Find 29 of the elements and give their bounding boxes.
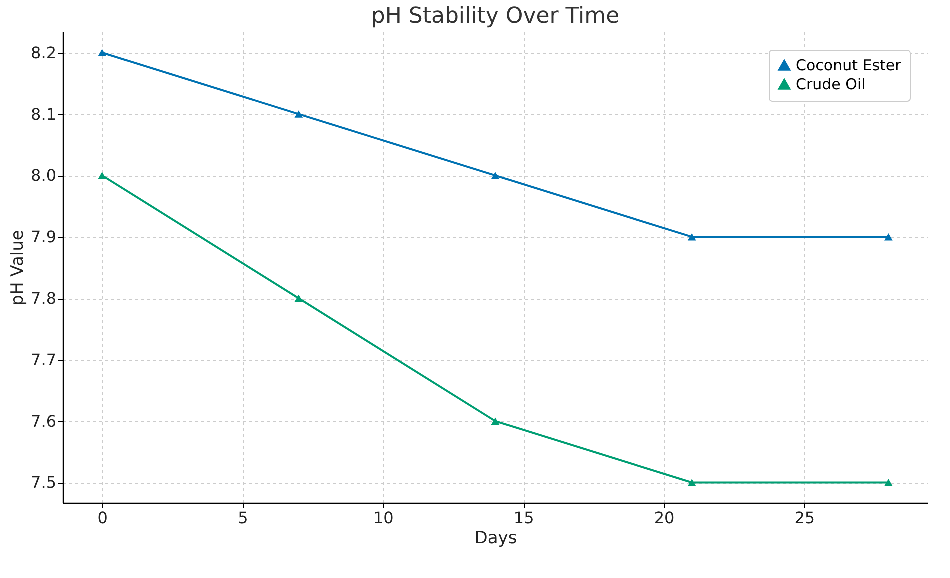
x-tick-label: 15	[514, 508, 534, 528]
point	[884, 479, 893, 486]
legend-label: Crude Oil	[796, 76, 866, 94]
point	[98, 49, 106, 56]
y-tick-label: 7.7	[31, 350, 56, 370]
point	[491, 418, 500, 425]
point	[491, 172, 500, 180]
y-tick-label: 8.0	[31, 166, 56, 186]
x-axis-title: Days	[474, 528, 518, 548]
chart-title: pH Stability Over Time	[371, 4, 620, 29]
x-tick-label: 0	[98, 508, 108, 528]
y-tick-label: 8.2	[31, 43, 56, 62]
y-tick-label: 7.9	[31, 228, 56, 247]
point	[98, 172, 106, 180]
x-tick-label: 10	[373, 508, 394, 528]
x-tick-label: 5	[238, 508, 248, 528]
point	[884, 233, 893, 241]
point	[294, 294, 304, 302]
point	[688, 479, 696, 486]
y-tick-label: 7.8	[31, 289, 56, 308]
y-axis-title: pH Value	[8, 230, 28, 306]
x-tick-label: 25	[794, 508, 816, 528]
point	[294, 110, 304, 118]
x-tick-label: 20	[654, 508, 675, 528]
legend-label: Coconut Ester	[796, 56, 902, 74]
y-tick-label: 8.1	[31, 104, 56, 124]
y-tick-label: 7.6	[31, 412, 56, 431]
point	[688, 233, 696, 241]
y-tick-label: 7.5	[31, 473, 56, 492]
